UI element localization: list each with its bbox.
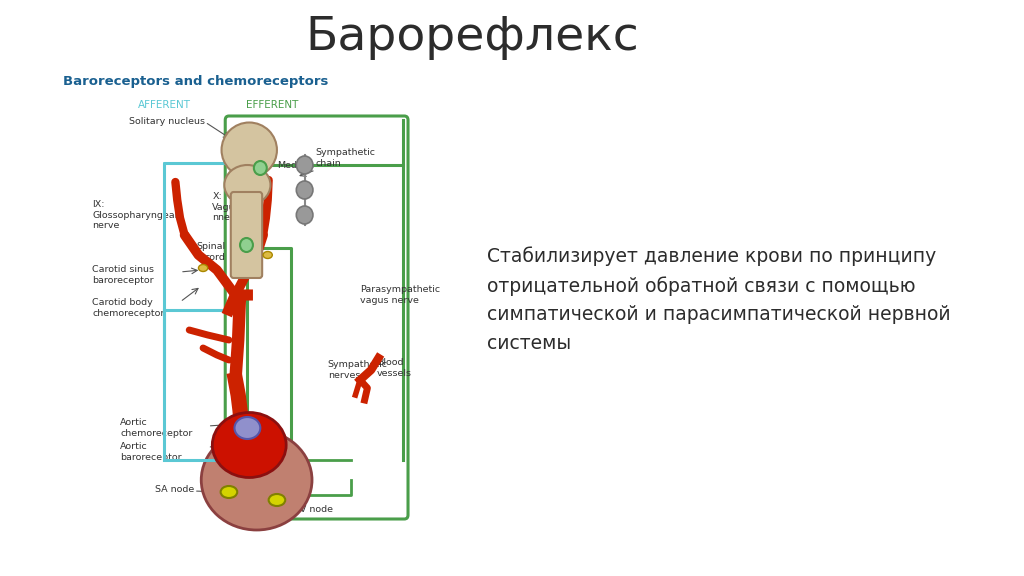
Text: X:
Vagus
nnerve: X: Vagus nnerve [212, 192, 246, 222]
Text: EFFERENT: EFFERENT [246, 100, 299, 110]
FancyBboxPatch shape [230, 192, 262, 278]
Ellipse shape [221, 123, 276, 177]
Ellipse shape [224, 165, 270, 205]
Circle shape [296, 206, 313, 224]
Text: Solitary nucleus: Solitary nucleus [129, 118, 205, 127]
Ellipse shape [234, 417, 260, 439]
Text: Parasympathetic
vagus nerve: Parasympathetic vagus nerve [360, 285, 440, 305]
Circle shape [296, 156, 313, 174]
Text: Sympathetic
chain: Sympathetic chain [315, 148, 376, 168]
Text: Carotid body
chemoreceptor: Carotid body chemoreceptor [92, 298, 165, 318]
Circle shape [254, 161, 267, 175]
Text: AV node: AV node [294, 506, 333, 514]
Text: Aortic
baroreceptor: Aortic baroreceptor [120, 442, 181, 462]
Circle shape [296, 181, 313, 199]
Ellipse shape [212, 412, 286, 478]
Ellipse shape [220, 486, 238, 498]
Text: Blood
vessels: Blood vessels [377, 358, 412, 378]
Circle shape [240, 238, 253, 252]
Ellipse shape [263, 252, 272, 259]
Text: Baroreceptors and chemoreceptors: Baroreceptors and chemoreceptors [62, 75, 328, 89]
Text: Стабилизирует давление крови по принципу
отрицательной обратной связи с помощью
: Стабилизирует давление крови по принципу… [486, 246, 950, 353]
Ellipse shape [268, 494, 286, 506]
Ellipse shape [199, 264, 208, 271]
Text: AFFERENT: AFFERENT [138, 100, 190, 110]
Text: SA node: SA node [155, 484, 195, 494]
Ellipse shape [202, 430, 312, 530]
Text: Sympathetic
nerves: Sympathetic nerves [328, 360, 388, 380]
Text: Барорефлекс: Барорефлекс [306, 16, 640, 60]
Text: Aortic
chemoreceptor: Aortic chemoreceptor [120, 418, 193, 438]
Text: Medulla: Medulla [276, 161, 314, 169]
Text: IX:
Glossopharyngeal
nerve: IX: Glossopharyngeal nerve [92, 200, 177, 230]
Text: Carotid sinus
baroreceptor: Carotid sinus baroreceptor [92, 265, 155, 285]
Text: Spinal
cord: Spinal cord [197, 242, 225, 262]
